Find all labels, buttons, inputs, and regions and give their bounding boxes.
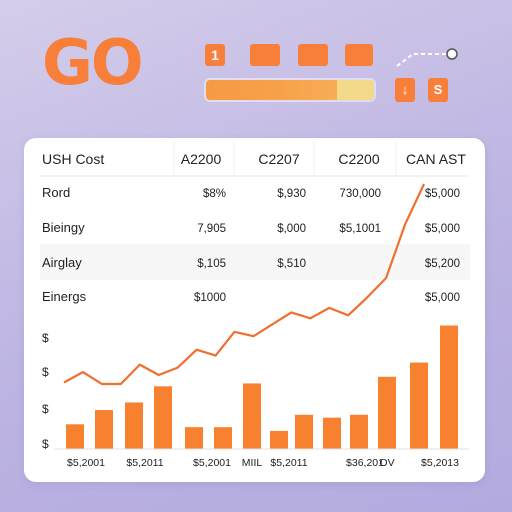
- table-cell: Rord: [42, 185, 70, 200]
- bar: [295, 414, 313, 449]
- table-cell: $5,000: [425, 292, 460, 304]
- progress-bar: [206, 80, 374, 100]
- bar: [214, 427, 232, 449]
- table-cell: $5,000: [425, 223, 460, 235]
- table-cell: 7,905: [197, 223, 226, 235]
- bar: [154, 386, 172, 449]
- progress-fill: [206, 80, 338, 100]
- chart-svg: USH Cost A2200 C2207 C2200 CAN AST Rord $8% $,9…: [40, 142, 470, 469]
- bar: [440, 325, 458, 449]
- y-tick-label: $: [42, 331, 49, 345]
- y-tick-label: $: [42, 437, 49, 451]
- table-cell: Airglay: [42, 255, 82, 270]
- logo-text: GO: [42, 26, 144, 99]
- x-tick-label: OV: [379, 457, 394, 469]
- x-tick-label: $36,201: [346, 457, 384, 469]
- chart-card: USH Cost A2200 C2207 C2200 CAN AST Rord $8% $,9…: [24, 138, 485, 482]
- table-cell: $,930: [277, 188, 306, 200]
- table-cell: $5,1001: [339, 223, 381, 235]
- table-cell: $,000: [277, 223, 306, 235]
- bar: [410, 362, 428, 449]
- bar: [66, 424, 84, 449]
- x-tick-label: MIIL: [242, 457, 263, 469]
- bar: [95, 410, 113, 449]
- x-tick-label: $5,2001: [67, 457, 105, 469]
- bar: [243, 383, 261, 449]
- table-cell: $1000: [194, 292, 226, 304]
- header-pill[interactable]: [298, 44, 328, 66]
- table-header-cell: A2200: [181, 151, 222, 167]
- table-header-cell: USH Cost: [42, 151, 104, 167]
- x-tick-label: $5,2011: [270, 457, 307, 469]
- table-cell: $8%: [203, 188, 226, 200]
- x-tick-label: $5,2013: [421, 457, 459, 469]
- table-cell: 730,000: [339, 188, 381, 200]
- bar: [350, 414, 368, 449]
- y-tick-label: $: [42, 402, 49, 416]
- x-tick-label: $5,2011: [126, 457, 163, 469]
- connector-path-icon: [396, 48, 458, 67]
- arrow-down-icon[interactable]: ↓: [395, 78, 415, 102]
- table-cell: $,105: [197, 258, 226, 270]
- header-pill[interactable]: 1: [205, 44, 225, 66]
- bar: [378, 376, 396, 449]
- table-cell: Bieingy: [42, 220, 85, 235]
- table-row-stripe: [40, 244, 470, 280]
- table-header-cell: C2200: [338, 151, 379, 167]
- x-tick-label: $5,2001: [193, 457, 231, 469]
- bar: [323, 417, 341, 449]
- table-header-cell: C2207: [258, 151, 299, 167]
- header-pill[interactable]: [250, 44, 280, 66]
- series-line: [63, 183, 425, 386]
- table-cell: $5,000: [425, 188, 460, 200]
- table-header-cell: CAN AST: [406, 151, 466, 167]
- bar: [185, 427, 203, 449]
- y-tick-label: $: [42, 365, 49, 379]
- bar: [125, 402, 143, 449]
- header-pill[interactable]: [345, 44, 373, 66]
- dollar-icon[interactable]: S: [428, 78, 448, 102]
- bar: [270, 430, 288, 449]
- table-cell: $,510: [277, 258, 306, 270]
- table-cell: $5,200: [425, 258, 460, 270]
- table-cell: Einergs: [42, 289, 87, 304]
